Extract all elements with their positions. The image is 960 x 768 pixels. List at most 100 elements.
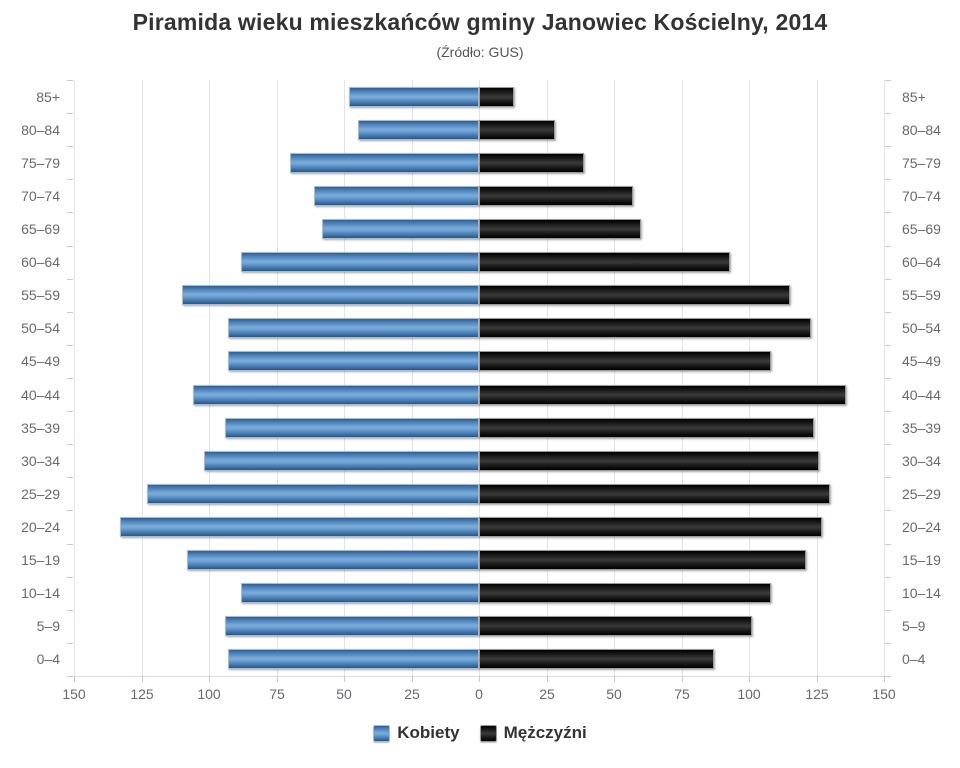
kobiety-swatch-icon	[373, 724, 391, 742]
bar-mezczyzni[interactable]	[479, 517, 822, 537]
x-axis-tick	[74, 676, 75, 682]
bar-kobiety[interactable]	[227, 351, 479, 372]
bar-mezczyzni[interactable]	[479, 483, 830, 504]
bar-mezczyzni[interactable]	[479, 450, 820, 471]
bar-mezczyzni[interactable]	[479, 252, 731, 273]
y-axis-tick	[885, 577, 891, 578]
y-axis-tick	[67, 544, 73, 545]
x-axis-tick	[142, 676, 143, 682]
age-label-right: 75–79	[902, 154, 941, 171]
y-axis-tick	[67, 246, 73, 247]
bar-mezczyzni[interactable]	[479, 119, 555, 140]
bar-kobiety[interactable]	[322, 219, 479, 239]
age-label-left: 15–19	[21, 552, 60, 569]
age-label-right: 10–14	[902, 585, 941, 602]
bar-mezczyzni[interactable]	[479, 285, 790, 306]
y-axis-tick	[67, 411, 73, 412]
age-label-right: 0–4	[902, 651, 926, 668]
age-label-left: 40–44	[21, 386, 60, 403]
bar-kobiety[interactable]	[241, 583, 479, 604]
x-axis-tick	[749, 676, 750, 682]
bar-mezczyzni[interactable]	[479, 318, 812, 339]
bar-kobiety[interactable]	[314, 185, 479, 206]
age-label-left: 5–9	[36, 618, 60, 635]
y-axis-tick	[67, 610, 73, 611]
x-tick-label: 125	[130, 686, 154, 702]
age-label-left: 55–59	[21, 287, 60, 304]
bar-mezczyzni[interactable]	[479, 219, 641, 239]
bar-mezczyzni[interactable]	[479, 152, 585, 173]
bar-kobiety[interactable]	[187, 550, 479, 571]
age-label-right: 65–69	[902, 221, 941, 237]
x-axis-tick	[547, 676, 548, 682]
bar-mezczyzni[interactable]	[479, 185, 633, 206]
bar-kobiety[interactable]	[203, 450, 479, 471]
bar-kobiety[interactable]	[146, 483, 479, 504]
age-label-left: 60–64	[21, 254, 60, 271]
legend-label-mezczyzni: Mężczyźni	[503, 723, 587, 742]
age-label-right: 70–74	[902, 187, 941, 204]
gridline	[614, 80, 615, 676]
age-label-right: 85+	[902, 88, 926, 105]
gridline	[142, 80, 143, 676]
gridline	[277, 80, 278, 676]
y-axis-tick	[885, 113, 891, 114]
x-axis-tick	[209, 676, 210, 682]
bar-kobiety[interactable]	[225, 616, 479, 637]
bar-mezczyzni[interactable]	[479, 583, 771, 604]
age-label-right: 30–34	[902, 452, 941, 469]
y-axis-tick	[67, 378, 73, 379]
x-tick-label: 50	[606, 686, 622, 702]
y-axis-tick	[885, 477, 891, 478]
age-label-left: 75–79	[21, 154, 60, 171]
bar-mezczyzni[interactable]	[479, 550, 806, 571]
legend-item-kobiety[interactable]: Kobiety	[373, 723, 460, 743]
bar-mezczyzni[interactable]	[479, 616, 752, 637]
bar-kobiety[interactable]	[227, 318, 479, 339]
bar-mezczyzni[interactable]	[479, 384, 847, 405]
bar-mezczyzni[interactable]	[479, 86, 515, 107]
age-label-left: 65–69	[21, 221, 60, 237]
y-axis-tick	[67, 345, 73, 346]
bar-kobiety[interactable]	[119, 517, 479, 537]
y-axis-tick	[885, 80, 891, 81]
age-label-right: 40–44	[902, 386, 941, 403]
y-axis-tick	[67, 577, 73, 578]
gridline	[209, 80, 210, 676]
age-label-left: 10–14	[21, 585, 60, 602]
y-axis-tick	[67, 279, 73, 280]
bar-mezczyzni[interactable]	[479, 351, 771, 372]
bar-kobiety[interactable]	[241, 252, 479, 273]
age-label-left: 85+	[36, 88, 60, 105]
y-axis-left: 85+ 80–84 75–79 70–74 65–69 60–64 55–59 50–54 45…	[0, 80, 66, 676]
bar-mezczyzni[interactable]	[479, 649, 714, 670]
bar-kobiety[interactable]	[349, 86, 479, 107]
age-label-left: 45–49	[21, 353, 60, 370]
x-tick-label: 150	[872, 686, 896, 702]
y-axis-tick	[67, 146, 73, 147]
y-axis-tick	[885, 610, 891, 611]
x-axis-tick	[277, 676, 278, 682]
bar-kobiety[interactable]	[182, 285, 479, 306]
age-label-right: 25–29	[902, 485, 941, 502]
x-tick-label: 75	[674, 686, 690, 702]
bar-kobiety[interactable]	[290, 152, 479, 173]
x-axis-tick	[412, 676, 413, 682]
bar-kobiety[interactable]	[227, 649, 479, 670]
legend-item-mezczyzni[interactable]: Mężczyźni	[479, 723, 587, 743]
gridline	[884, 80, 885, 676]
legend-label-kobiety: Kobiety	[397, 723, 460, 742]
chart-subtitle: (Źródło: GUS)	[436, 44, 524, 60]
age-label-right: 55–59	[902, 287, 941, 304]
age-label-left: 25–29	[21, 485, 60, 502]
y-axis-tick	[885, 676, 891, 677]
y-axis-tick	[67, 179, 73, 180]
x-axis-labels: 150 125 100 75 50 25 0 25 50 75 100 125 150	[62, 684, 895, 704]
y-axis-tick	[67, 643, 73, 644]
bar-mezczyzni[interactable]	[479, 417, 814, 438]
bar-kobiety[interactable]	[192, 384, 479, 405]
bar-kobiety[interactable]	[357, 119, 479, 140]
age-label-right: 45–49	[902, 353, 941, 370]
age-label-left: 30–34	[21, 452, 60, 469]
bar-kobiety[interactable]	[225, 417, 479, 438]
